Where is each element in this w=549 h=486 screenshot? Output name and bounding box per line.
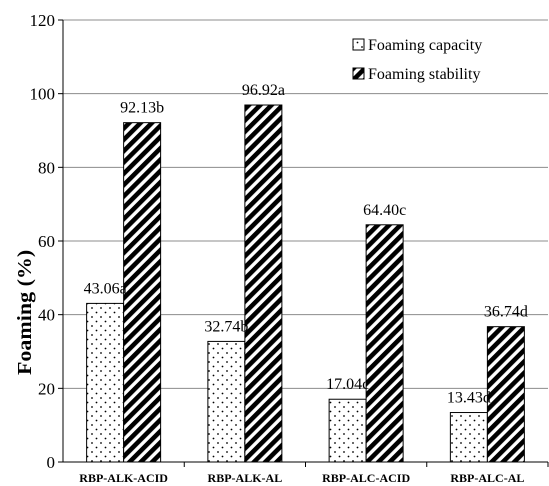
category-labels: RBP-ALK-ACID RBP-ALK-AL RBP-ALC-ACID RBP-AL… (79, 462, 549, 485)
y-axis-title: Foaming (%) (13, 250, 36, 375)
bar-foaming-stability (244, 104, 283, 463)
legend: Foaming capacity Foaming stability (352, 37, 482, 83)
data-label-foaming-capacity: 13.43d (447, 390, 491, 407)
y-tick-label: 0 (47, 453, 56, 472)
data-label-foaming-stability: 96.92a (242, 82, 285, 99)
category-label: RBP-ALC-AL (450, 471, 524, 485)
data-label-foaming-stability: 36.74d (484, 304, 528, 321)
bar-foaming-stability (123, 122, 162, 463)
data-label-foaming-stability: 64.40c (363, 202, 406, 219)
y-tick-labels: 0 20 40 60 80 100 120 (30, 11, 63, 472)
y-tick-label: 60 (38, 232, 55, 251)
y-tick-label: 120 (30, 11, 56, 30)
data-label-foaming-capacity: 32.74b (204, 318, 248, 335)
y-tick-label: 20 (38, 379, 55, 398)
data-label-foaming-capacity: 17.04c (326, 376, 369, 393)
y-tick-label: 40 (38, 306, 55, 325)
legend-swatch-foaming-stability (352, 67, 365, 80)
data-label-foaming-stability: 92.13b (120, 100, 164, 117)
bar-foaming-capacity (207, 340, 246, 463)
legend-swatch-foaming-capacity (352, 38, 365, 51)
category-label: RBP-ALK-ACID (79, 471, 168, 485)
bar-foaming-capacity (86, 302, 125, 463)
bar-foaming-stability (365, 224, 404, 463)
bars (86, 104, 525, 463)
legend-label-foaming-stability: Foaming stability (368, 66, 480, 83)
y-tick-label: 100 (30, 85, 56, 104)
category-label: RBP-ALK-AL (208, 471, 283, 485)
bar-foaming-stability (486, 326, 525, 463)
category-label: RBP-ALC-ACID (322, 471, 410, 485)
legend-label-foaming-capacity: Foaming capacity (368, 37, 482, 54)
data-label-foaming-capacity: 43.06a (84, 280, 127, 297)
y-tick-label: 80 (38, 158, 55, 177)
bar-foaming-capacity (449, 412, 488, 463)
data-labels: 43.06a 92.13b 32.74b 96.92a 17.04c 64.40c 13.4… (84, 82, 528, 407)
bar-foaming-capacity (328, 398, 367, 463)
